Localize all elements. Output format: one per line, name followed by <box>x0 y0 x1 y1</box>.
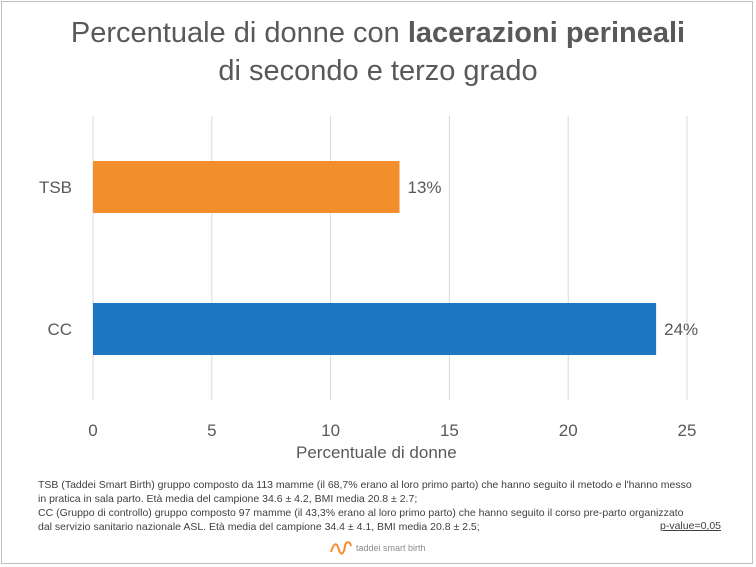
x-tick-label-15: 15 <box>440 421 459 440</box>
chart-title: Percentuale di donne con lacerazioni per… <box>0 14 756 90</box>
title-part1: Percentuale di donne con <box>70 17 408 49</box>
x-axis-label: Percentuale di donne <box>296 443 457 462</box>
footnotes: TSB (Taddei Smart Birth) gruppo composto… <box>38 478 728 534</box>
logo-text: taddei smart birth <box>356 543 426 553</box>
brand-logo: taddei smart birth <box>330 538 426 558</box>
x-tick-label-20: 20 <box>559 421 578 440</box>
note-line-3: CC (Gruppo di controllo) gruppo composto… <box>38 507 684 519</box>
title-bold: lacerazioni perineali <box>407 17 686 49</box>
bar-cc <box>93 303 657 355</box>
x-tick-label-5: 5 <box>207 421 216 440</box>
x-tick-label-25: 25 <box>678 421 697 440</box>
note-line-1: TSB (Taddei Smart Birth) gruppo composto… <box>38 479 692 491</box>
data-label-tsb: 13% <box>408 178 442 197</box>
note-line-2: in pratica in sala parto. Età media del … <box>38 493 418 505</box>
labels: 0 5 10 15 20 25 TSB 13% CC 24% <box>39 178 698 440</box>
gridlines <box>92 116 688 400</box>
p-value: p-value=0,05 <box>660 520 722 532</box>
wave-logo-icon <box>330 541 352 555</box>
category-label-tsb: TSB <box>39 178 72 197</box>
x-tick-label-0: 0 <box>88 421 97 440</box>
bars <box>93 161 657 355</box>
bar-tsb <box>93 161 400 213</box>
x-tick-label-10: 10 <box>321 421 340 440</box>
data-label-cc: 24% <box>664 320 698 339</box>
title-line2: di secondo e terzo grado <box>218 55 538 87</box>
note-line-4: dal servizio sanitario nazionale ASL. Et… <box>38 521 480 533</box>
category-label-cc: CC <box>47 320 72 339</box>
